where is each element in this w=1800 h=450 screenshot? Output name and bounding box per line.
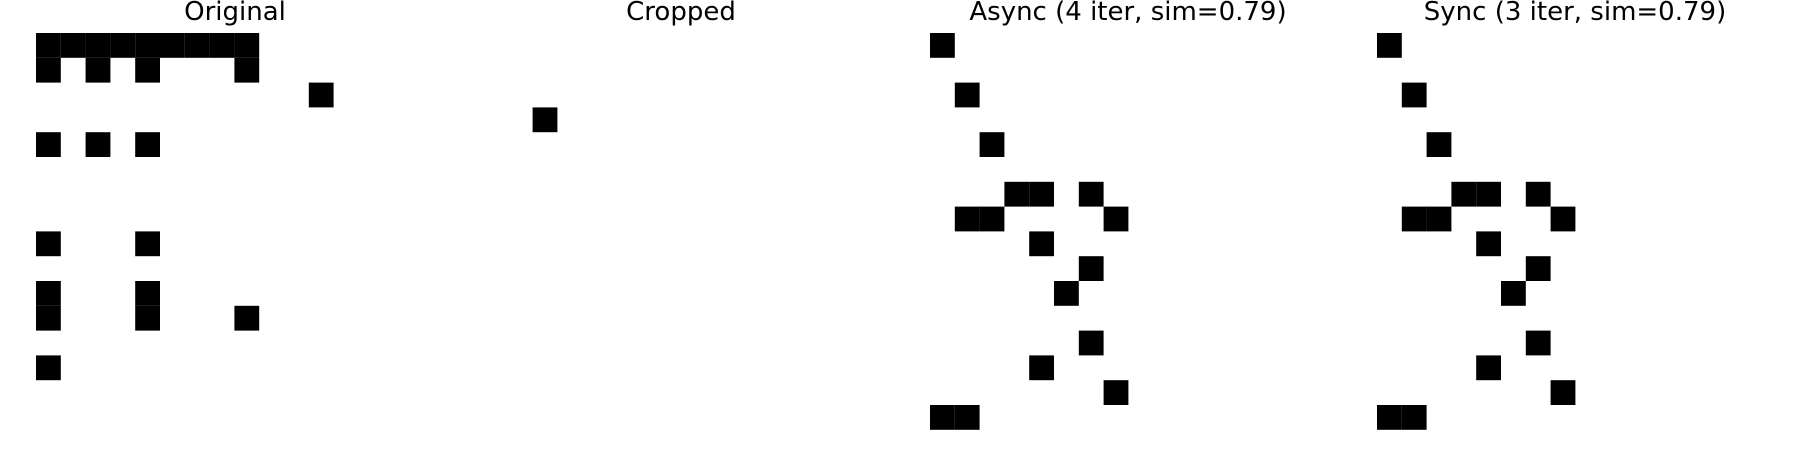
panel-title-original: Original — [184, 0, 286, 27]
grid-cropped — [532, 107, 558, 133]
grid-cell — [1078, 330, 1104, 356]
grid-cell — [954, 82, 980, 108]
grid-cell — [930, 405, 955, 430]
grid-cell — [954, 405, 980, 430]
panel-title-cropped: Cropped — [626, 0, 736, 27]
grid-cell — [36, 281, 61, 306]
grid-cell — [1451, 181, 1477, 207]
grid-cell — [1401, 405, 1427, 430]
grid-cell — [1377, 33, 1402, 58]
grid-cell — [1004, 181, 1030, 207]
grid-original — [36, 33, 334, 381]
grid-cell — [1078, 181, 1104, 207]
grid-cell — [234, 305, 260, 331]
grid-cell — [135, 33, 160, 58]
grid-cell — [1550, 380, 1576, 405]
pattern-grids — [36, 33, 1576, 430]
grid-cell — [1401, 206, 1427, 232]
grid-cell — [135, 231, 160, 257]
grid-cell — [1029, 355, 1054, 381]
grid-cell — [1525, 181, 1551, 207]
grid-cell — [184, 33, 210, 58]
grid-cell — [1426, 206, 1452, 232]
grid-sync — [1377, 33, 1576, 430]
grid-cell — [160, 33, 185, 58]
grid-cell — [85, 33, 111, 58]
grid-cell — [532, 107, 558, 133]
grid-cell — [135, 305, 160, 331]
grid-cell — [1029, 231, 1054, 257]
grid-cell — [1550, 206, 1576, 232]
panel-title-sync: Sync (3 iter, sim=0.79) — [1424, 0, 1726, 27]
grid-cell — [36, 305, 61, 331]
grid-cell — [36, 231, 61, 257]
grid-cell — [1103, 206, 1129, 232]
panel-title-async: Async (4 iter, sim=0.79) — [969, 0, 1286, 27]
grid-cell — [1054, 281, 1079, 306]
grid-cell — [1377, 405, 1402, 430]
grid-cell — [85, 132, 111, 157]
grid-cell — [1078, 256, 1104, 281]
grid-cell — [979, 132, 1005, 157]
grid-cell — [85, 57, 111, 83]
grid-cell — [1426, 132, 1452, 157]
grid-cell — [1525, 330, 1551, 356]
grid-cell — [1476, 355, 1501, 381]
grid-cell — [234, 57, 260, 83]
grid-cell — [1525, 256, 1551, 281]
grid-cell — [1476, 231, 1501, 257]
grid-async — [930, 33, 1129, 430]
grid-cell — [1029, 181, 1054, 207]
grid-cell — [1476, 181, 1501, 207]
grid-cell — [36, 33, 61, 58]
grid-cell — [1103, 380, 1129, 405]
grid-cell — [36, 355, 61, 381]
grid-cell — [1401, 82, 1427, 108]
grid-cell — [930, 33, 955, 58]
grid-cell — [135, 132, 160, 157]
grid-cell — [954, 206, 980, 232]
grid-cell — [135, 57, 160, 83]
grid-cell — [234, 33, 260, 58]
grid-cell — [36, 132, 61, 157]
grid-cell — [60, 33, 86, 58]
grid-cell — [36, 57, 61, 83]
grid-cell — [308, 82, 334, 108]
grid-cell — [979, 206, 1005, 232]
grid-cell — [1501, 281, 1526, 306]
grid-cell — [209, 33, 235, 58]
grid-cell — [135, 281, 160, 306]
grid-cell — [110, 33, 136, 58]
